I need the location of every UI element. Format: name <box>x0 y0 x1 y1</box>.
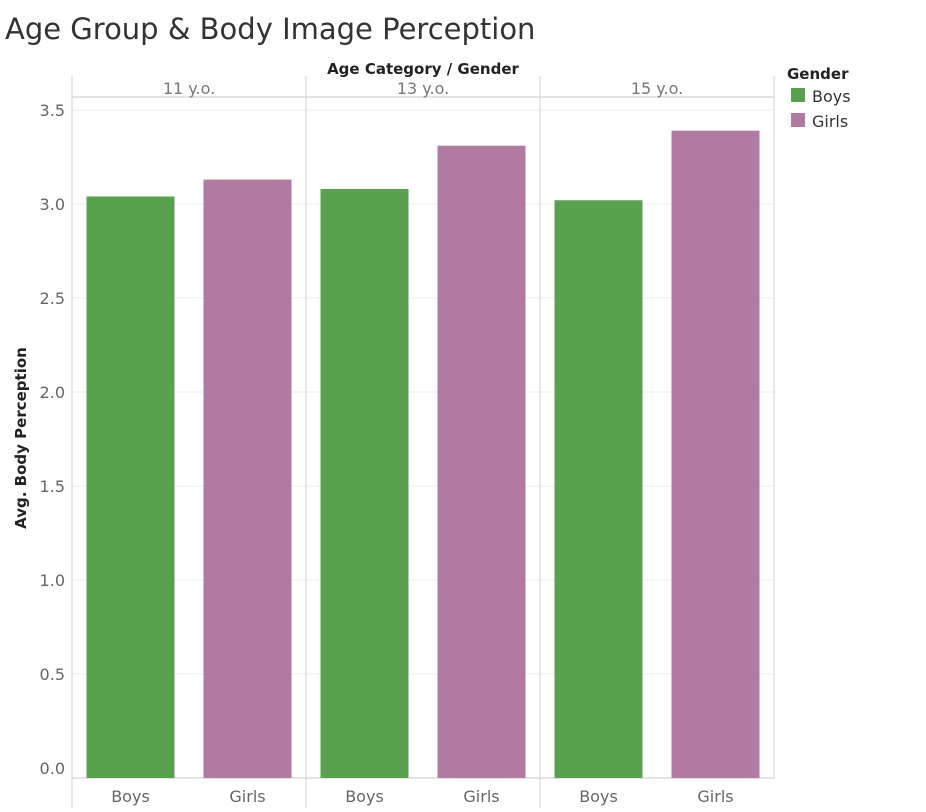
x-tick-label-13-y-o-girls: Girls <box>463 787 499 806</box>
x-tick-label-11-y-o-girls: Girls <box>229 787 265 806</box>
x-tick-labels: Boys Girls Boys Girls Boys Girls <box>111 787 733 806</box>
bar-11-y-o-boys[interactable] <box>86 196 175 779</box>
y-tick-label: 3.0 <box>40 195 65 214</box>
bars <box>86 130 760 779</box>
grid-lines <box>72 109 774 675</box>
y-axis-label: Avg. Body Perception <box>12 347 30 529</box>
legend-title: Gender <box>787 65 849 83</box>
bar-13-y-o-girls[interactable] <box>437 145 526 779</box>
bar-13-y-o-boys[interactable] <box>320 188 409 778</box>
y-tick-label: 2.5 <box>40 289 65 308</box>
legend-item-boys[interactable]: Boys <box>791 87 851 106</box>
x-tick-label-11-y-o-boys: Boys <box>111 787 150 806</box>
y-tick-label: 1.5 <box>40 477 65 496</box>
group-header-15-y-o: 15 y.o. <box>631 79 683 98</box>
bar-15-y-o-boys[interactable] <box>554 200 643 779</box>
legend: Gender Boys Girls <box>787 65 851 131</box>
bar-11-y-o-girls[interactable] <box>203 179 292 778</box>
x-tick-label-15-y-o-boys: Boys <box>579 787 618 806</box>
group-headers: 11 y.o. 13 y.o. 15 y.o. <box>163 79 683 98</box>
legend-swatch-girls <box>791 113 805 127</box>
y-tick-labels: 0.0 0.5 1.0 1.5 2.0 2.5 3.0 3.5 <box>40 101 65 778</box>
bar-15-y-o-girls[interactable] <box>671 130 760 778</box>
chart-title: Age Group & Body Image Perception <box>5 12 535 46</box>
legend-swatch-boys <box>791 88 805 102</box>
group-header-11-y-o: 11 y.o. <box>163 79 215 98</box>
y-tick-label: 0.5 <box>40 665 65 684</box>
y-tick-label: 3.5 <box>40 101 65 120</box>
x-tick-label-15-y-o-girls: Girls <box>697 787 733 806</box>
y-tick-label: 0.0 <box>40 759 65 778</box>
x-tick-label-13-y-o-boys: Boys <box>345 787 384 806</box>
plot-frame <box>71 76 775 808</box>
group-header-13-y-o: 13 y.o. <box>397 79 449 98</box>
y-tick-label: 2.0 <box>40 383 65 402</box>
y-tick-label: 1.0 <box>40 571 65 590</box>
column-header-title: Age Category / Gender <box>327 60 519 78</box>
legend-item-girls[interactable]: Girls <box>791 112 848 131</box>
legend-label-boys: Boys <box>812 87 851 106</box>
legend-label-girls: Girls <box>812 112 848 131</box>
